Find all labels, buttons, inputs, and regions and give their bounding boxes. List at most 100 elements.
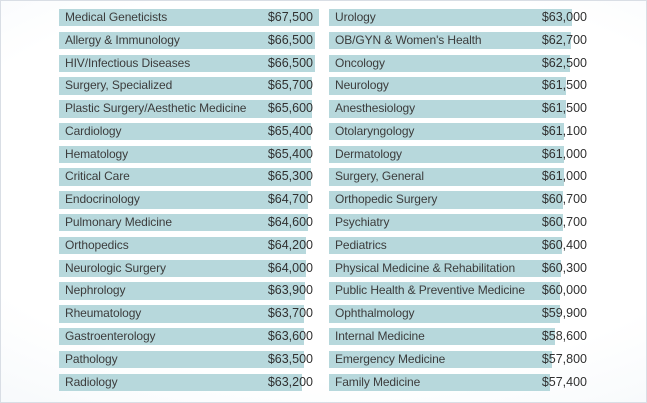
salary-row: Radiology $63,200 [59,373,313,391]
specialty-label: Plastic Surgery/Aesthetic Medicine [65,101,247,116]
salary-value: $65,300 [267,169,313,184]
salary-bar [59,191,309,209]
salary-bar [59,350,304,369]
salary-value: $64,000 [267,260,313,275]
specialty-label: Family Medicine [335,374,421,389]
salary-bar [329,305,560,323]
salary-bar [329,259,562,277]
salary-row: Plastic Surgery/Aesthetic Medicine $65,60… [59,100,313,118]
salary-row: Ophthalmology $59,900 [329,305,587,323]
salary-value: $63,700 [267,306,313,321]
salary-bar [329,350,552,369]
salary-row: HIV/Infectious Diseases $66,500 [59,54,316,72]
salary-row: Pathology $63,500 [59,350,313,369]
salary-bar [59,282,306,300]
specialty-label: Psychiatry [335,215,390,230]
salary-bar [59,100,312,118]
salary-row: Emergency Medicine $57,800 [329,350,587,369]
salary-bar [329,236,562,255]
salary-row: Surgery, General $61,000 [329,168,587,186]
salary-column-right: Urology $63,000 OB/GYN & Women's Health $62… [329,9,587,396]
specialty-label: Medical Geneticists [65,10,168,24]
salary-value: $60,000 [541,283,587,298]
salary-value: $64,200 [267,237,313,252]
salary-bar [329,145,564,164]
salary-row: Hematology $65,400 [59,145,313,164]
specialty-label: Public Health & Preventive Medicine [335,283,525,298]
salary-value: $58,600 [541,328,587,343]
salary-value: $64,600 [267,215,313,230]
salary-bar [59,54,316,72]
specialty-label: Radiology [65,374,118,389]
salary-bar [59,9,319,27]
salary-bar [329,9,572,27]
salary-row: Pediatrics $60,400 [329,236,587,255]
salary-bar [329,191,563,209]
salary-row: Otolaryngology $61,100 [329,122,587,141]
specialty-label: Surgery, Specialized [65,78,173,93]
salary-row: Physical Medicine & Rehabilitation $60,30… [329,259,587,277]
salary-bar [329,214,563,232]
salary-row: Dermatology $61,000 [329,145,587,164]
salary-row: Neurologic Surgery $64,000 [59,259,313,277]
salary-bar [329,31,571,50]
salary-value: $61,500 [541,101,587,116]
specialty-label: Nephrology [65,283,126,298]
salary-row: Medical Geneticists $67,500 [59,9,319,27]
specialty-label: HIV/Infectious Diseases [65,55,191,70]
specialty-label: Emergency Medicine [335,351,446,366]
specialty-label: Urology [335,10,376,24]
salary-bar [59,259,306,277]
salary-bar [59,214,308,232]
salary-row: Gastroenterology $63,600 [59,327,313,346]
salary-row: Pulmonary Medicine $64,600 [59,214,313,232]
specialty-label: Dermatology [335,146,402,161]
salary-bar [59,77,313,95]
salary-value: $65,400 [267,146,313,161]
salary-value: $57,400 [541,374,587,389]
specialty-label: Otolaryngology [335,123,415,138]
salary-bar [59,373,303,391]
specialty-label: Pathology [65,351,118,366]
salary-bar [329,168,564,186]
salary-column-left: Medical Geneticists $67,500 Allergy & Immu… [59,9,319,396]
salary-value: $67,500 [267,10,313,24]
specialty-label: Oncology [335,55,385,70]
salary-row: Orthopedic Surgery $60,700 [329,191,587,209]
salary-row: Family Medicine $57,400 [329,373,587,391]
salary-value: $63,900 [267,283,313,298]
salary-bar [329,100,566,118]
salary-bar [329,327,555,346]
salary-row: Public Health & Preventive Medicine $60,0… [329,282,587,300]
salary-value: $60,300 [541,260,587,275]
salary-row: Neurology $61,500 [329,77,587,95]
salary-bar [329,373,551,391]
salary-value: $66,500 [267,55,313,70]
salary-bar [59,122,311,141]
specialty-label: Neurologic Surgery [65,260,166,275]
salary-value: $60,700 [541,215,587,230]
salary-row: Psychiatry $60,700 [329,214,587,232]
salary-row: Rheumatology $63,700 [59,305,313,323]
salary-value: $57,800 [541,351,587,366]
salary-value: $63,600 [267,328,313,343]
specialty-label: Anesthesiology [335,101,415,116]
salary-bar [329,77,566,95]
salary-value: $61,100 [541,123,587,138]
specialty-label: Gastroenterology [65,328,156,343]
salary-row: Allergy & Immunology $66,500 [59,31,316,50]
specialty-label: Critical Care [65,169,130,184]
specialty-label: Endocrinology [65,192,140,207]
salary-row: Anesthesiology $61,500 [329,100,587,118]
salary-row: Oncology $62,500 [329,54,587,72]
salary-bar [59,31,316,50]
salary-row: Internal Medicine $58,600 [329,327,587,346]
salary-row: Endocrinology $64,700 [59,191,313,209]
specialty-label: Physical Medicine & Rehabilitation [335,260,516,275]
salary-value: $63,000 [541,10,587,24]
salary-value: $65,700 [267,78,313,93]
salary-row: Orthopedics $64,200 [59,236,313,255]
specialty-label: Pediatrics [335,237,387,252]
specialty-label: Internal Medicine [335,328,425,343]
